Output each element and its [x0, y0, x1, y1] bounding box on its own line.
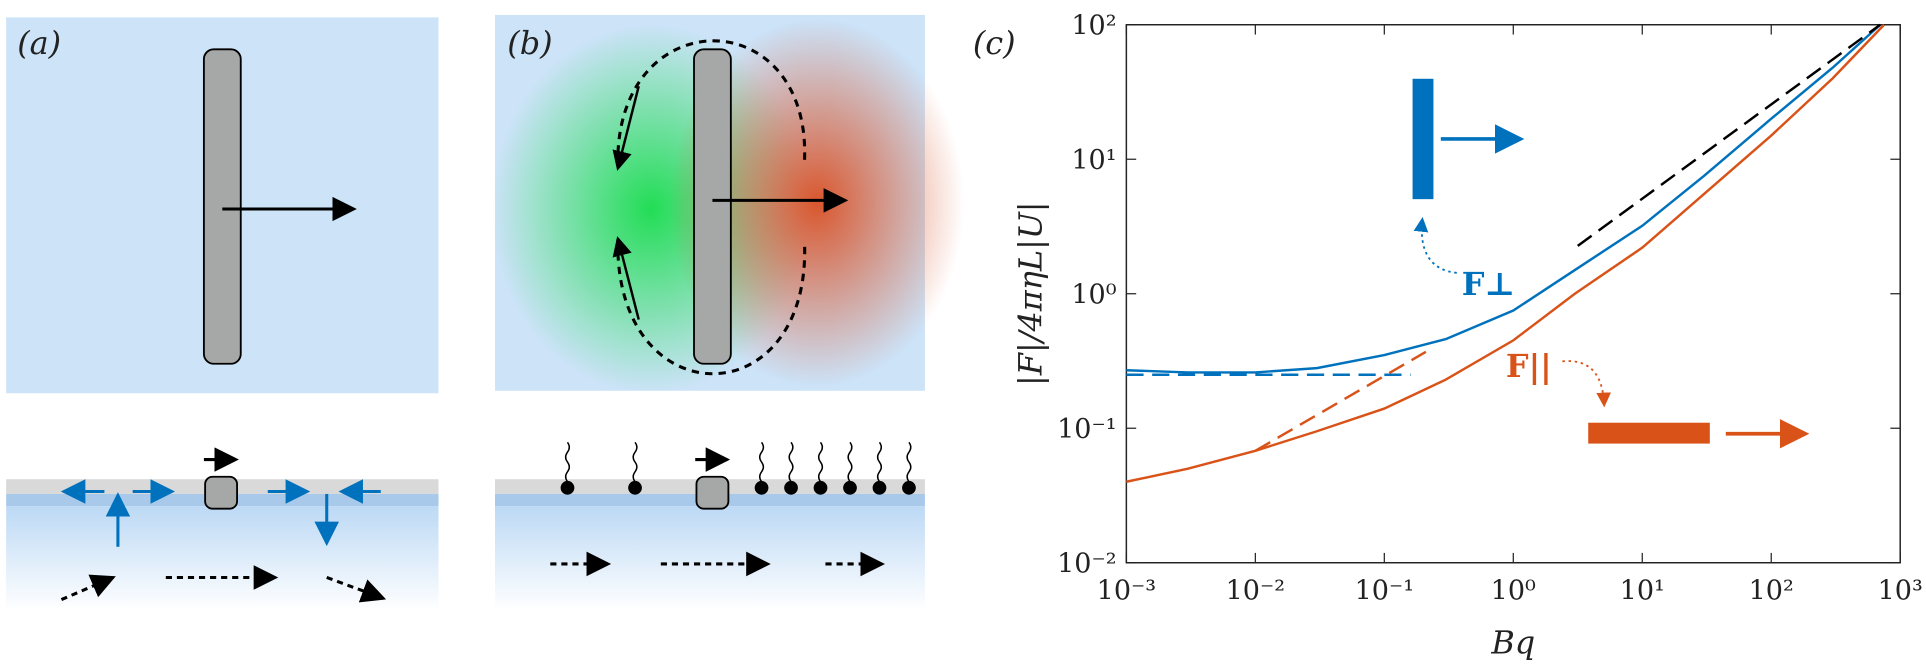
annotation: F⊥: [1462, 265, 1515, 303]
y-tick-label: 10⁻¹: [1057, 414, 1116, 445]
x-tick-label: 10³: [1878, 576, 1923, 607]
panel-label: (b): [507, 24, 552, 62]
x-tick-label: 10¹: [1620, 576, 1665, 607]
par-icon: [1588, 422, 1710, 444]
x-axis-label: Bq: [1490, 624, 1535, 662]
series-line: [1126, 23, 1882, 374]
series-line: [1126, 23, 1885, 483]
x-tick-label: 10⁻³: [1097, 576, 1156, 607]
perp-icon: [1412, 78, 1434, 200]
x-tick-label: 10²: [1749, 576, 1794, 607]
x-tick-label: 10⁻¹: [1355, 576, 1414, 607]
panel-label: (c): [973, 24, 1016, 62]
panel-label: (a): [17, 24, 61, 62]
y-tick-label: 10²: [1071, 11, 1116, 42]
y-tick-label: 10⁰: [1071, 280, 1116, 311]
annotation: F||: [1506, 347, 1552, 385]
y-tick-label: 10¹: [1071, 145, 1116, 176]
y-tick-label: 10⁻²: [1057, 549, 1116, 580]
y-axis-label: |F|/4πηL|U|: [1012, 202, 1050, 386]
x-tick-label: 10⁰: [1491, 576, 1536, 607]
series-line: [1254, 350, 1427, 452]
panel-c: (c) Bq |F|/4πηL|U| F⊥ F|| 10⁻³ 10⁻² 10⁻¹ 10…: [973, 11, 1923, 662]
x-tick-label: 10⁻²: [1226, 576, 1285, 607]
series-line: [1577, 23, 1881, 247]
panel-b: (b): [491, 14, 965, 611]
panel-a: (a): [6, 17, 439, 611]
